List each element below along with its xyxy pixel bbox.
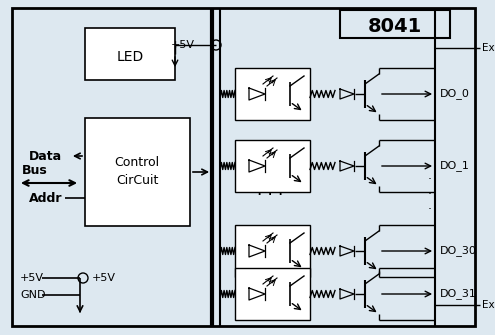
Bar xyxy=(85,118,190,226)
Bar xyxy=(235,268,310,320)
Text: LED: LED xyxy=(116,50,144,64)
Text: DO_31: DO_31 xyxy=(440,288,477,299)
Text: Bus: Bus xyxy=(22,163,48,177)
Bar xyxy=(235,68,310,120)
Bar xyxy=(85,28,175,80)
Text: ·
·
·: · · · xyxy=(428,174,432,216)
Bar xyxy=(235,225,310,277)
Text: Data: Data xyxy=(29,149,62,162)
Text: DO_30: DO_30 xyxy=(440,246,477,257)
Text: Ext.GND: Ext.GND xyxy=(482,300,495,310)
Text: · · ·: · · · xyxy=(257,186,283,204)
Text: DO_0: DO_0 xyxy=(440,88,470,99)
Text: GND: GND xyxy=(20,290,46,300)
Bar xyxy=(340,10,450,38)
Bar xyxy=(235,140,310,192)
Text: +5V: +5V xyxy=(171,40,195,50)
Text: Control
CirCuit: Control CirCuit xyxy=(114,156,159,188)
Text: Ext.PWR: Ext.PWR xyxy=(482,43,495,53)
Text: +5V: +5V xyxy=(20,273,44,283)
Text: +5V: +5V xyxy=(92,273,116,283)
Text: 8041: 8041 xyxy=(368,17,422,37)
Text: DO_1: DO_1 xyxy=(440,160,470,172)
Text: Addr: Addr xyxy=(29,192,62,204)
